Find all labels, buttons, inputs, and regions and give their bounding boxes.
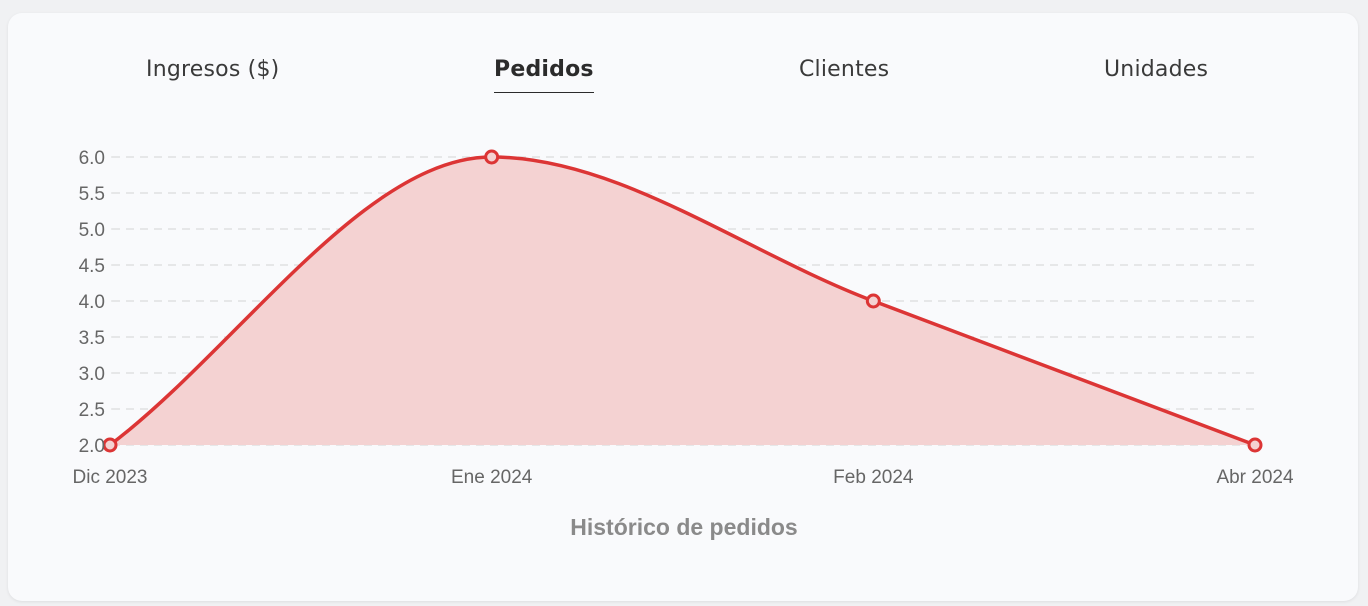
tab-unidades[interactable]: Unidades xyxy=(1104,57,1209,82)
chart-title: Histórico de pedidos xyxy=(570,514,797,540)
tab-clientes[interactable]: Clientes xyxy=(799,57,890,82)
y-tick-label: 3.5 xyxy=(79,328,105,349)
y-tick-label: 2.5 xyxy=(79,400,105,421)
data-points xyxy=(102,149,1263,453)
series-line xyxy=(108,155,1256,447)
y-tick-label: 6.0 xyxy=(79,148,105,169)
data-point[interactable] xyxy=(865,293,881,309)
tab-pedidos[interactable]: Pedidos xyxy=(494,57,594,93)
data-point[interactable] xyxy=(484,149,500,165)
y-axis-ticks: 2.0 2.5 3.0 3.5 4.0 4.5 5.0 5.5 6.0 xyxy=(79,148,105,457)
x-tick-label: Abr 2024 xyxy=(1216,467,1294,488)
area-fill xyxy=(110,157,1255,445)
metric-tabs: Ingresos ($) Pedidos Clientes Unidades xyxy=(8,57,1358,117)
y-tick-label: 4.0 xyxy=(79,292,105,313)
x-tick-label: Ene 2024 xyxy=(451,467,533,488)
y-tick-label: 4.5 xyxy=(79,256,105,277)
y-tick-label: 2.0 xyxy=(79,436,105,457)
x-tick-label: Dic 2023 xyxy=(73,467,148,488)
y-tick-label: 3.0 xyxy=(79,364,105,385)
x-axis-ticks: Dic 2023 Ene 2024 Feb 2024 Abr 2024 xyxy=(73,467,1294,488)
data-point[interactable] xyxy=(1247,437,1263,453)
tab-ingresos[interactable]: Ingresos ($) xyxy=(146,57,280,82)
data-point[interactable] xyxy=(102,437,118,453)
y-tick-label: 5.0 xyxy=(79,220,105,241)
x-tick-label: Feb 2024 xyxy=(833,467,914,488)
y-tick-label: 5.5 xyxy=(79,184,105,205)
